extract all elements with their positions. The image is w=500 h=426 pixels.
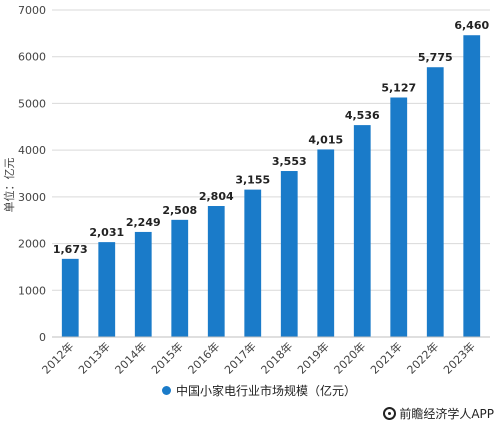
data-labels: 1,6732,0312,2492,5082,8043,1553,5534,015… xyxy=(53,19,490,256)
y-tick-label: 3000 xyxy=(18,191,46,204)
x-tick-label: 2023年 xyxy=(440,339,477,376)
y-tick-label: 4000 xyxy=(18,144,46,157)
x-tick-label: 2022年 xyxy=(404,339,441,376)
data-label: 2,031 xyxy=(89,226,124,239)
y-tick-label: 0 xyxy=(39,331,46,344)
legend-label: 中国小家电行业市场规模（亿元） xyxy=(176,384,357,398)
x-tick-label: 2019年 xyxy=(294,339,331,376)
data-label: 3,155 xyxy=(235,174,270,187)
y-axis-label: 单位：亿元 xyxy=(2,158,16,213)
x-tick-label: 2017年 xyxy=(221,339,258,376)
y-tick-label: 5000 xyxy=(18,97,46,110)
gridlines xyxy=(52,9,490,291)
data-label: 3,553 xyxy=(272,155,307,168)
brand-logo-icon xyxy=(383,407,397,420)
bar xyxy=(463,35,481,338)
data-label: 2,508 xyxy=(162,204,197,217)
x-tick-label: 2020年 xyxy=(331,339,368,376)
y-tick-label: 7000 xyxy=(18,4,46,17)
data-label: 5,127 xyxy=(381,81,416,94)
bar xyxy=(244,189,262,337)
bar xyxy=(353,125,371,337)
source-credit: 前瞻经济学人APP xyxy=(383,405,494,422)
x-tick-label: 2016年 xyxy=(185,339,222,376)
data-label: 5,775 xyxy=(418,51,453,64)
bar xyxy=(426,67,444,337)
legend-marker xyxy=(162,386,171,395)
y-tick-label: 1000 xyxy=(18,284,46,297)
bars xyxy=(61,35,481,338)
data-label: 4,015 xyxy=(308,133,343,146)
x-tick-label: 2012年 xyxy=(39,339,76,376)
x-tick-label: 2021年 xyxy=(367,339,404,376)
bar xyxy=(171,219,189,337)
data-label: 2,249 xyxy=(126,216,161,229)
bar xyxy=(280,171,298,337)
bar xyxy=(134,231,152,337)
y-tick-label: 2000 xyxy=(18,238,46,251)
x-tick-labels: 2012年 2013年 2014年 2015年 2016年 2017年 2018年 2019年… xyxy=(39,339,478,376)
y-tick-label: 6000 xyxy=(18,51,46,64)
x-tick-label: 2013年 xyxy=(75,339,112,376)
x-tick-label: 2014年 xyxy=(112,339,149,376)
bar xyxy=(98,242,116,337)
bar xyxy=(61,258,79,337)
legend: 中国小家电行业市场规模（亿元） xyxy=(162,382,356,399)
data-label: 2,804 xyxy=(199,190,234,203)
bar xyxy=(390,97,408,338)
y-tick-labels: 0 1000 2000 3000 4000 5000 6000 7000 xyxy=(18,4,46,344)
x-tick-label: 2018年 xyxy=(258,339,295,376)
bar xyxy=(207,206,225,337)
data-label: 1,673 xyxy=(53,243,88,256)
bar xyxy=(317,149,335,337)
data-label: 4,536 xyxy=(345,109,380,122)
data-label: 6,460 xyxy=(454,19,489,32)
source-credit-text: 前瞻经济学人APP xyxy=(399,407,494,421)
x-tick-label: 2015年 xyxy=(148,339,185,376)
